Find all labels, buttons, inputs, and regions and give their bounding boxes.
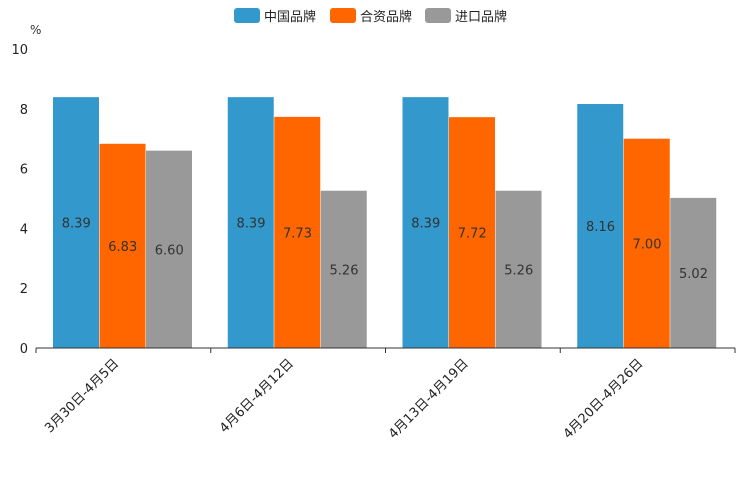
bar bbox=[227, 97, 274, 348]
x-axis: 3月30日-4月5日 4月6日-4月12日 4月13日-4月19日 4月20日-4月2… bbox=[35, 347, 736, 442]
legend-swatch[interactable] bbox=[234, 8, 260, 23]
data-label: 5.02 bbox=[679, 267, 708, 282]
y-tick-label: 2 bbox=[20, 282, 28, 297]
y-tick-label: 4 bbox=[20, 222, 28, 237]
data-label: 7.73 bbox=[283, 226, 312, 241]
bar bbox=[320, 190, 367, 348]
data-label: 6.83 bbox=[108, 240, 137, 255]
data-label: 7.00 bbox=[633, 237, 662, 252]
data-label: 6.60 bbox=[155, 243, 184, 258]
legend-label[interactable]: 合资品牌 bbox=[360, 9, 412, 25]
x-tick-label: 3月30日-4月5日 bbox=[42, 356, 122, 436]
bar bbox=[53, 97, 99, 348]
bars: 8.39 8.39 8.39 8.16 6.83 7.73 7.72 7.00 6.60 5.26… bbox=[53, 97, 717, 349]
y-tick-label: 10 bbox=[11, 43, 28, 58]
y-tick-label: 8 bbox=[20, 103, 28, 118]
x-tick-label: 4月6日-4月12日 bbox=[217, 356, 297, 436]
bar bbox=[449, 117, 495, 348]
data-label: 7.72 bbox=[458, 227, 487, 242]
bar bbox=[146, 150, 192, 348]
x-tick-label: 4月13日-4月19日 bbox=[386, 356, 472, 442]
bar bbox=[495, 190, 542, 348]
data-label: 8.39 bbox=[62, 217, 91, 232]
legend-label[interactable]: 中国品牌 bbox=[264, 9, 316, 25]
y-axis-unit-label: % bbox=[30, 23, 41, 37]
bar bbox=[623, 138, 670, 348]
data-label: 8.39 bbox=[237, 217, 266, 232]
data-label: 8.16 bbox=[586, 220, 615, 235]
y-tick-label: 0 bbox=[20, 342, 28, 357]
bar bbox=[99, 143, 146, 348]
data-label: 8.39 bbox=[411, 217, 440, 232]
legend-swatch[interactable] bbox=[330, 8, 356, 23]
legend-label[interactable]: 进口品牌 bbox=[455, 9, 507, 25]
data-label: 5.26 bbox=[504, 263, 533, 278]
bar bbox=[274, 116, 321, 348]
y-axis: 0 2 4 6 8 10 bbox=[11, 43, 28, 357]
bar bbox=[670, 197, 717, 348]
y-tick-label: 6 bbox=[20, 163, 28, 178]
legend-swatch[interactable] bbox=[425, 8, 451, 23]
bar bbox=[577, 104, 624, 349]
legend: 中国品牌 合资品牌 进口品牌 bbox=[234, 8, 507, 25]
x-tick-label: 4月20日-4月26日 bbox=[561, 356, 647, 442]
bar bbox=[402, 97, 449, 348]
data-label: 5.26 bbox=[330, 263, 359, 278]
